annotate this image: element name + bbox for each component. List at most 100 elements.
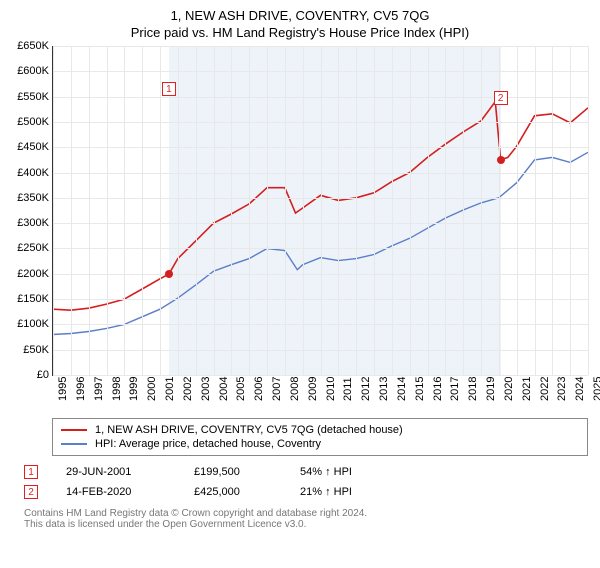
y-axis-label: £50K	[3, 344, 49, 356]
gridline-v	[214, 46, 215, 375]
footer-line-2: This data is licensed under the Open Gov…	[24, 519, 588, 530]
x-axis-label: 2002	[182, 377, 194, 401]
y-axis-label: £650K	[3, 40, 49, 52]
gridline-v	[535, 46, 536, 375]
transaction-marker: 2	[24, 485, 38, 499]
chart-subtitle: Price paid vs. HM Land Registry's House …	[0, 25, 600, 40]
marker-box: 1	[162, 82, 176, 96]
x-axis-label: 2021	[521, 377, 533, 401]
gridline-v	[53, 46, 54, 375]
gridline-v	[303, 46, 304, 375]
gridline-v	[124, 46, 125, 375]
legend: 1, NEW ASH DRIVE, COVENTRY, CV5 7QG (det…	[52, 418, 588, 456]
x-axis-label: 1995	[57, 377, 69, 401]
gridline-v	[267, 46, 268, 375]
gridline-v	[160, 46, 161, 375]
x-axis-label: 1997	[93, 377, 105, 401]
x-axis-label: 2012	[360, 377, 372, 401]
x-axis-label: 2025	[592, 377, 600, 401]
x-axis-label: 2000	[146, 377, 158, 401]
x-axis-label: 1996	[75, 377, 87, 401]
y-axis-label: £450K	[3, 141, 49, 153]
gridline-v	[107, 46, 108, 375]
legend-item: 1, NEW ASH DRIVE, COVENTRY, CV5 7QG (det…	[61, 423, 579, 437]
gridline-v	[178, 46, 179, 375]
legend-item: HPI: Average price, detached house, Cove…	[61, 437, 579, 451]
x-axis-label: 2017	[449, 377, 461, 401]
gridline-v	[463, 46, 464, 375]
data-point	[165, 270, 173, 278]
x-axis-label: 1998	[111, 377, 123, 401]
x-axis-label: 1999	[128, 377, 140, 401]
y-axis-label: £0	[3, 369, 49, 381]
gridline-v	[410, 46, 411, 375]
chart-title: 1, NEW ASH DRIVE, COVENTRY, CV5 7QG	[0, 8, 600, 23]
x-axis-label: 2003	[200, 377, 212, 401]
legend-swatch	[61, 443, 87, 445]
y-axis-label: £150K	[3, 293, 49, 305]
transaction-row: 2 14-FEB-2020 £425,000 21% ↑ HPI	[24, 482, 588, 502]
legend-label: 1, NEW ASH DRIVE, COVENTRY, CV5 7QG (det…	[95, 424, 403, 436]
footer-line-1: Contains HM Land Registry data © Crown c…	[24, 508, 588, 519]
y-axis-label: £500K	[3, 116, 49, 128]
transaction-marker: 1	[24, 465, 38, 479]
footer: Contains HM Land Registry data © Crown c…	[24, 508, 588, 530]
x-axis-label: 2015	[414, 377, 426, 401]
transaction-price: £425,000	[194, 486, 272, 498]
transaction-pct: 54% ↑ HPI	[300, 466, 400, 478]
transaction-row: 1 29-JUN-2001 £199,500 54% ↑ HPI	[24, 462, 588, 482]
gridline-v	[196, 46, 197, 375]
transaction-price: £199,500	[194, 466, 272, 478]
gridline-v	[338, 46, 339, 375]
x-axis-label: 2013	[378, 377, 390, 401]
marker-box: 2	[494, 91, 508, 105]
y-axis-label: £250K	[3, 242, 49, 254]
x-axis-label: 2005	[235, 377, 247, 401]
gridline-v	[356, 46, 357, 375]
chart-container: 1, NEW ASH DRIVE, COVENTRY, CV5 7QG Pric…	[0, 8, 600, 568]
gridline-v	[392, 46, 393, 375]
transaction-date: 29-JUN-2001	[66, 466, 166, 478]
y-axis-label: £350K	[3, 192, 49, 204]
data-point	[497, 156, 505, 164]
y-axis-label: £600K	[3, 65, 49, 77]
y-axis-label: £300K	[3, 217, 49, 229]
transactions-table: 1 29-JUN-2001 £199,500 54% ↑ HPI 2 14-FEB-202…	[24, 462, 588, 502]
legend-label: HPI: Average price, detached house, Cove…	[95, 438, 321, 450]
x-axis-label: 2023	[556, 377, 568, 401]
gridline-v	[445, 46, 446, 375]
x-axis-label: 2006	[253, 377, 265, 401]
x-axis-label: 2004	[218, 377, 230, 401]
x-axis-label: 2016	[432, 377, 444, 401]
gridline-v	[285, 46, 286, 375]
x-axis-label: 2001	[164, 377, 176, 401]
x-axis-label: 2010	[325, 377, 337, 401]
gridline-v	[428, 46, 429, 375]
transaction-pct: 21% ↑ HPI	[300, 486, 400, 498]
x-axis-label: 2022	[539, 377, 551, 401]
x-axis-label: 2014	[396, 377, 408, 401]
transaction-date: 14-FEB-2020	[66, 486, 166, 498]
x-axis-label: 2024	[574, 377, 586, 401]
gridline-v	[321, 46, 322, 375]
gridline-v	[570, 46, 571, 375]
gridline-v	[481, 46, 482, 375]
x-axis-label: 2019	[485, 377, 497, 401]
gridline-v	[231, 46, 232, 375]
y-axis-label: £100K	[3, 318, 49, 330]
x-axis-label: 2020	[503, 377, 515, 401]
gridline-v	[71, 46, 72, 375]
gridline-v	[374, 46, 375, 375]
gridline-v	[588, 46, 589, 375]
x-axis-label: 2008	[289, 377, 301, 401]
y-axis-label: £200K	[3, 268, 49, 280]
gridline-v	[89, 46, 90, 375]
y-axis-label: £550K	[3, 91, 49, 103]
x-axis-label: 2007	[271, 377, 283, 401]
x-axis-label: 2009	[307, 377, 319, 401]
plot-area: £0£50K£100K£150K£200K£250K£300K£350K£400…	[52, 46, 588, 376]
x-axis-label: 2018	[467, 377, 479, 401]
gridline-v	[517, 46, 518, 375]
gridline-v	[142, 46, 143, 375]
y-axis-label: £400K	[3, 167, 49, 179]
